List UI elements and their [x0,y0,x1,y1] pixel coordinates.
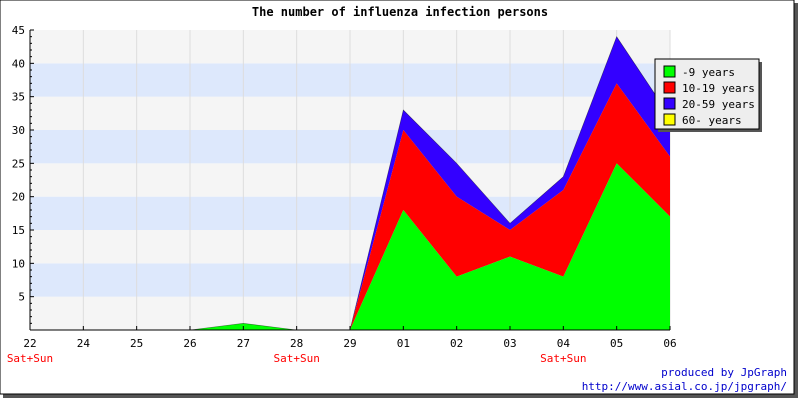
area-10-19-years [30,83,670,330]
legend-label: 20-59 years [682,98,755,111]
x-tick-label: 02 [450,337,463,350]
legend-label: -9 years [682,66,735,79]
legend-swatch [663,113,676,126]
weekend-label: Sat+Sun [540,352,586,365]
y-tick-label: 5 [18,291,25,304]
legend-swatch [663,97,676,110]
weekend-label: Sat+Sun [273,352,319,365]
credit-url[interactable]: http://www.asial.co.jp/jpgraph/ [582,380,787,393]
y-tick-label: 40 [12,57,25,70]
legend-swatch [663,81,676,94]
y-tick-label: 15 [12,224,25,237]
credit-text: produced by JpGraph [661,366,787,379]
x-tick-label: 24 [77,337,91,350]
y-tick-label: 35 [12,91,25,104]
x-tick-label: 06 [663,337,676,350]
x-tick-label: 01 [397,337,410,350]
weekend-label: Sat+Sun [7,352,53,365]
x-tick-label: 27 [237,337,250,350]
x-tick-label: 25 [130,337,143,350]
area-20-59-years [30,36,670,331]
area-9-years [30,163,670,330]
legend-label: 10-19 years [682,82,755,95]
legend-label: 60- years [682,114,742,127]
x-tick-label: 22 [23,337,36,350]
legend: -9 years 10-19 years 20-59 years 60- years [654,58,762,132]
y-tick-labels: 5 10 15 20 25 30 35 40 45 [12,24,25,304]
x-tick-labels: 22 Sat+Sun 24 25 26 27 28 Sat+Sun 29 01 02 03 04 Sat+… [7,337,677,365]
chart-title: The number of influenza infection person… [252,5,548,19]
y-tick-label: 20 [12,191,25,204]
y-tick-label: 10 [12,257,25,270]
x-tick-label: 05 [610,337,623,350]
y-tick-label: 45 [12,24,25,37]
x-tick-label: 29 [343,337,356,350]
y-tick-label: 30 [12,124,25,137]
legend-swatch [663,65,676,78]
x-tick-label: 28 [290,337,303,350]
axes [29,29,671,331]
y-tick-label: 25 [12,157,25,170]
x-tick-label: 04 [557,337,571,350]
x-tick-label: 26 [183,337,196,350]
x-tick-label: 03 [503,337,516,350]
